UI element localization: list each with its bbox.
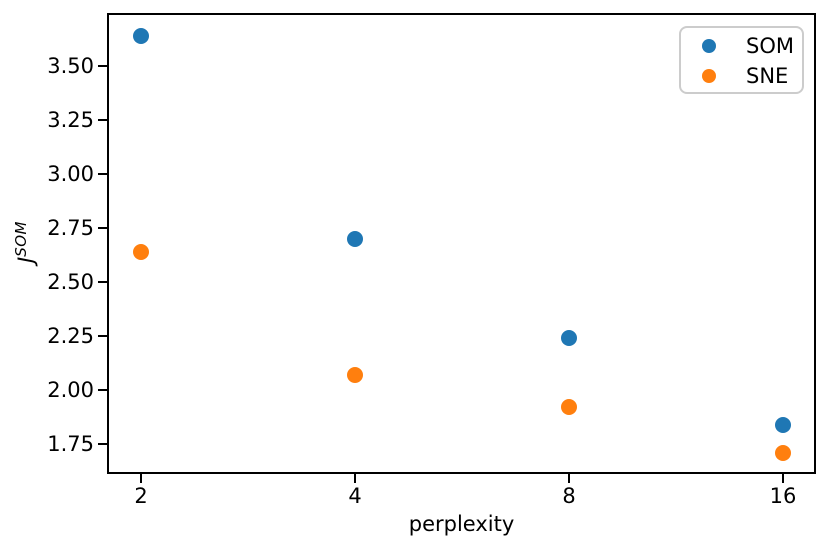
legend-entry-som: SOM (681, 31, 802, 61)
legend-marker-icon (702, 69, 716, 83)
y-tick-mark (98, 173, 107, 175)
y-tick-mark (98, 65, 107, 67)
data-point-sne (561, 399, 577, 416)
x-tick-mark (782, 474, 784, 483)
x-tick-mark (140, 474, 142, 483)
y-tick-mark (98, 335, 107, 337)
y-tick-label: 2.00 (47, 378, 94, 402)
x-tick-mark (568, 474, 570, 483)
y-tick-mark (98, 281, 107, 283)
data-point-som (347, 230, 363, 247)
x-tick-label: 4 (348, 484, 362, 508)
y-tick-label: 3.00 (47, 162, 94, 186)
data-point-som (561, 330, 577, 347)
y-tick-label: 3.50 (47, 54, 94, 78)
legend-entry-sne: SNE (681, 61, 802, 91)
data-point-sne (775, 444, 791, 461)
legend-label: SOM (746, 34, 794, 58)
data-point-som (775, 416, 791, 433)
data-point-som (133, 27, 149, 44)
y-tick-mark (98, 227, 107, 229)
y-tick-mark (98, 119, 107, 121)
y-axis-label-base: J (14, 256, 38, 263)
y-tick-mark (98, 389, 107, 391)
y-tick-label: 2.75 (47, 216, 94, 240)
legend-marker-icon (702, 39, 716, 53)
y-tick-label: 3.25 (47, 108, 94, 132)
x-tick-label: 2 (134, 484, 148, 508)
data-point-sne (347, 366, 363, 383)
x-axis-label: perplexity (408, 512, 515, 536)
x-tick-label: 8 (562, 484, 576, 508)
legend: SOM SNE (679, 26, 804, 94)
legend-label: SNE (746, 64, 789, 88)
y-tick-label: 2.50 (47, 270, 94, 294)
data-point-sne (133, 243, 149, 260)
x-tick-label: 16 (769, 484, 797, 508)
y-tick-label: 1.75 (47, 432, 94, 456)
y-tick-mark (98, 443, 107, 445)
x-tick-mark (354, 474, 356, 483)
y-tick-label: 2.25 (47, 324, 94, 348)
